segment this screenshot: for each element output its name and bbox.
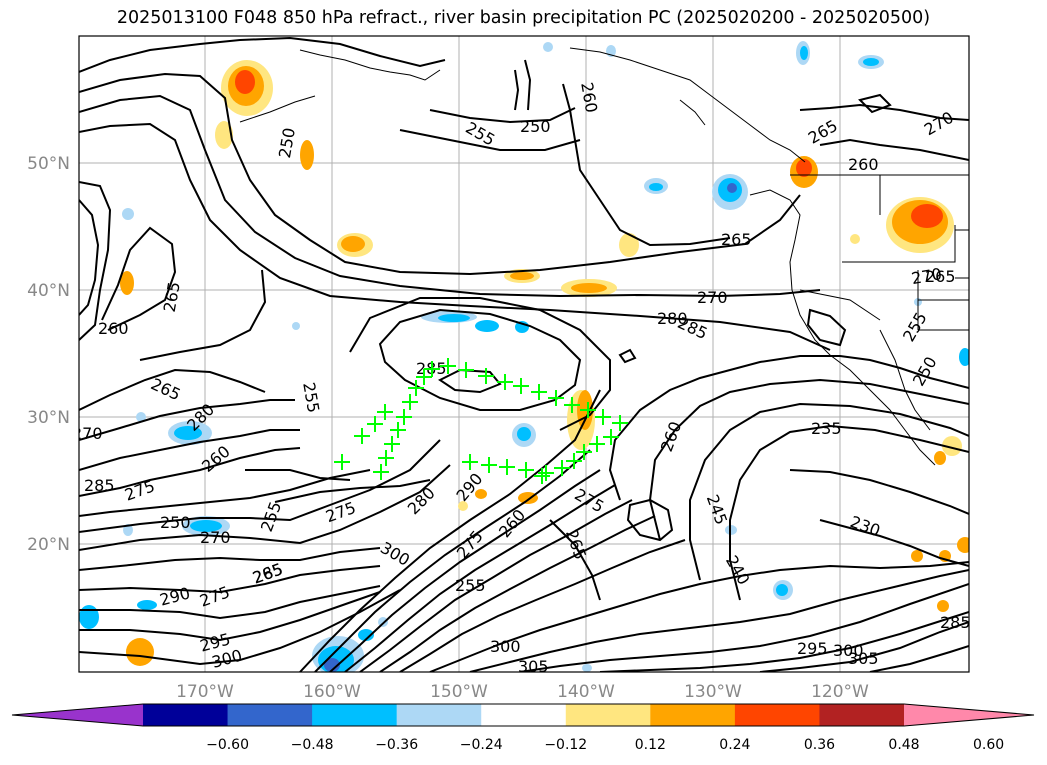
colorbar-segment [396,704,482,726]
river-basin-marker [378,450,394,466]
contour-label: 235 [811,419,842,438]
contour-label: 305 [518,657,549,676]
river-basin-marker [424,361,440,377]
lat-label-20n: 20°N [27,535,70,555]
coastlines [239,47,969,466]
colorbar-tick-label: 0.12 [634,737,666,753]
colorbar-tick-label: −0.36 [375,737,419,753]
river-basin-marker [462,454,478,470]
colorbar-tick-label: 0.48 [888,737,920,753]
lon-label-170w: 170°W [176,682,234,702]
river-basin-marker [612,415,628,431]
river-basin-marker [402,394,418,410]
colorbar-extend-low [12,704,143,726]
lon-label-140w: 140°W [557,682,615,702]
river-basin-marker [390,422,406,438]
contour-label: 260 [98,319,129,338]
lon-label-130w: 130°W [684,682,742,702]
river-basin-marker [377,404,393,420]
contour-label: 265 [925,267,956,286]
lon-label-120w: 120°W [811,682,869,702]
map-title: 2025013100 F048 850 hPa refract., river … [116,8,931,28]
colorbar-outline [11,703,1035,727]
contour-label: 300 [490,637,521,656]
contour-label: 250 [160,513,191,532]
contour-label: 270 [72,424,103,443]
river-basin-marker [497,374,513,390]
contour-label: 250 [520,117,551,136]
plot-border [78,35,970,673]
contour-label: 280 [657,309,688,328]
river-basin-marker [373,464,389,480]
river-basin-marker [396,409,412,425]
river-basin-marker [416,369,432,385]
river-basin-marker [478,368,494,384]
colorbar-segment [650,704,736,726]
river-basin-marker [603,429,619,445]
river-basin-marker [531,384,547,400]
colorbar-segment [819,704,905,726]
lat-label-30n: 30°N [27,408,70,428]
colorbar-tick-label: 0.24 [719,737,751,753]
river-basin-marker [576,444,592,460]
river-basin-marker [499,459,515,475]
colorbar-segment [227,704,313,726]
colorbar-tick-label: −0.48 [290,737,334,753]
contour-label: 255 [455,576,486,595]
contour-label: 285 [84,476,115,495]
river-basin-marker [481,457,497,473]
river-basin-marker [538,465,554,481]
colorbar-extend-high [904,704,1034,726]
colorbar [11,703,1035,727]
river-basin-marker [548,390,564,406]
river-basin-marker [589,436,605,452]
colorbar-tick-label: −0.24 [459,737,503,753]
river-basin-marker [518,462,534,478]
river-basin-markers [334,358,628,484]
colorbar-segment [565,704,651,726]
river-basin-marker [458,362,474,378]
contour-label: 270 [697,288,728,307]
river-basin-marker [554,460,570,476]
colorbar-tick-label: −0.12 [544,737,588,753]
contour-label: 285 [940,613,971,632]
colorbar-tick-label: 0.60 [972,737,1005,753]
contour-label: 300 [833,641,864,660]
contour-label: 305 [848,649,879,668]
river-basin-marker [534,468,550,484]
colorbar-segment [481,704,567,726]
river-basin-marker [595,409,611,425]
colorbar-segment [143,704,229,726]
river-basin-marker [580,402,596,418]
river-basin-marker [566,453,582,469]
lon-label-160w: 160°W [303,682,361,702]
contour-label: 265 [721,230,752,249]
river-basin-marker [564,397,580,413]
lat-label-40n: 40°N [27,281,70,301]
colorbar-segment [312,704,398,726]
lon-label-150w: 150°W [430,682,488,702]
river-basin-marker [513,378,529,394]
river-basin-marker [440,358,456,374]
colorbar-tick-label: 0.36 [803,737,836,753]
lat-label-50n: 50°N [27,154,70,174]
contour-label: 270 [200,528,231,547]
contour-label: 295 [797,639,828,658]
contour-label: 260 [848,155,879,174]
colorbar-segment [734,704,820,726]
colorbar-tick-label: −0.60 [206,737,249,753]
river-basin-marker [408,380,424,396]
refractivity-contours [79,36,969,672]
river-basin-marker [334,454,350,470]
river-basin-marker [367,416,383,432]
river-basin-marker [354,428,370,444]
river-basin-marker [384,436,400,452]
